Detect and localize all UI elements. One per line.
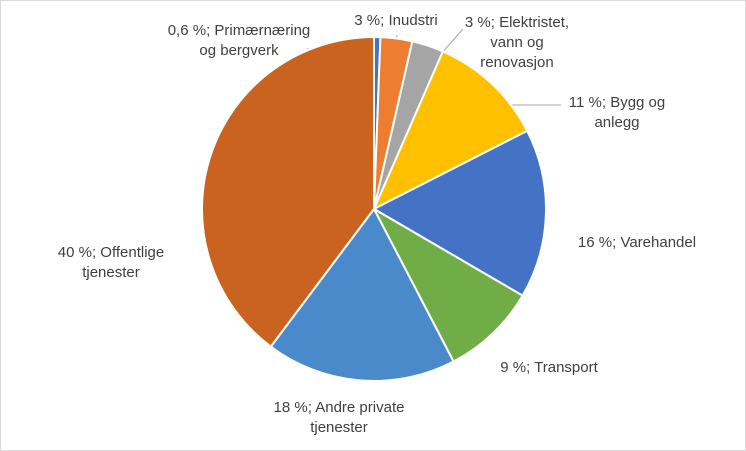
data-label: 9 %; Transport: [469, 358, 629, 378]
category-label: Inudstri: [388, 12, 438, 29]
category-label: Transport: [534, 359, 598, 376]
value-label: 18 %;: [273, 399, 312, 416]
pie-slice: [371, 206, 524, 363]
data-label: 18 %; Andre private tjenester: [264, 398, 414, 438]
category-label: Offentlige tjenester: [82, 244, 165, 281]
category-label: Primærnæring og bergverk: [199, 22, 311, 59]
data-label: 0,6 %; Primærnæring og bergverk: [159, 21, 319, 61]
value-label: 16 %;: [577, 234, 617, 251]
pie-slice: [371, 129, 547, 297]
category-label: Bygg og anlegg: [594, 94, 666, 131]
category-label: Varehandel: [620, 234, 697, 251]
value-label: 11 %;: [568, 94, 607, 111]
category-label: Andre private tjenester: [310, 399, 405, 436]
pie-slice: [269, 207, 455, 382]
value-label: 9 %;: [500, 359, 531, 376]
data-label: 11 %; Bygg og anlegg: [562, 93, 672, 133]
pie-slice: [201, 35, 375, 349]
value-label: 3 %;: [464, 14, 495, 31]
value-label: 0,6 %;: [167, 22, 211, 39]
pie-slice: [371, 50, 529, 212]
data-label: 40 %; Offentlige tjenester: [41, 243, 181, 283]
data-label: 3 %; Elektristet, vann og renovasjon: [452, 13, 582, 73]
data-label: 16 %; Varehandel: [547, 233, 727, 253]
category-label: Elektristet, vann og renovasjon: [480, 14, 570, 71]
value-label: 40 %;: [57, 244, 97, 261]
data-label: 3 %; Inudstri: [326, 11, 466, 31]
value-label: 3 %;: [354, 12, 385, 29]
